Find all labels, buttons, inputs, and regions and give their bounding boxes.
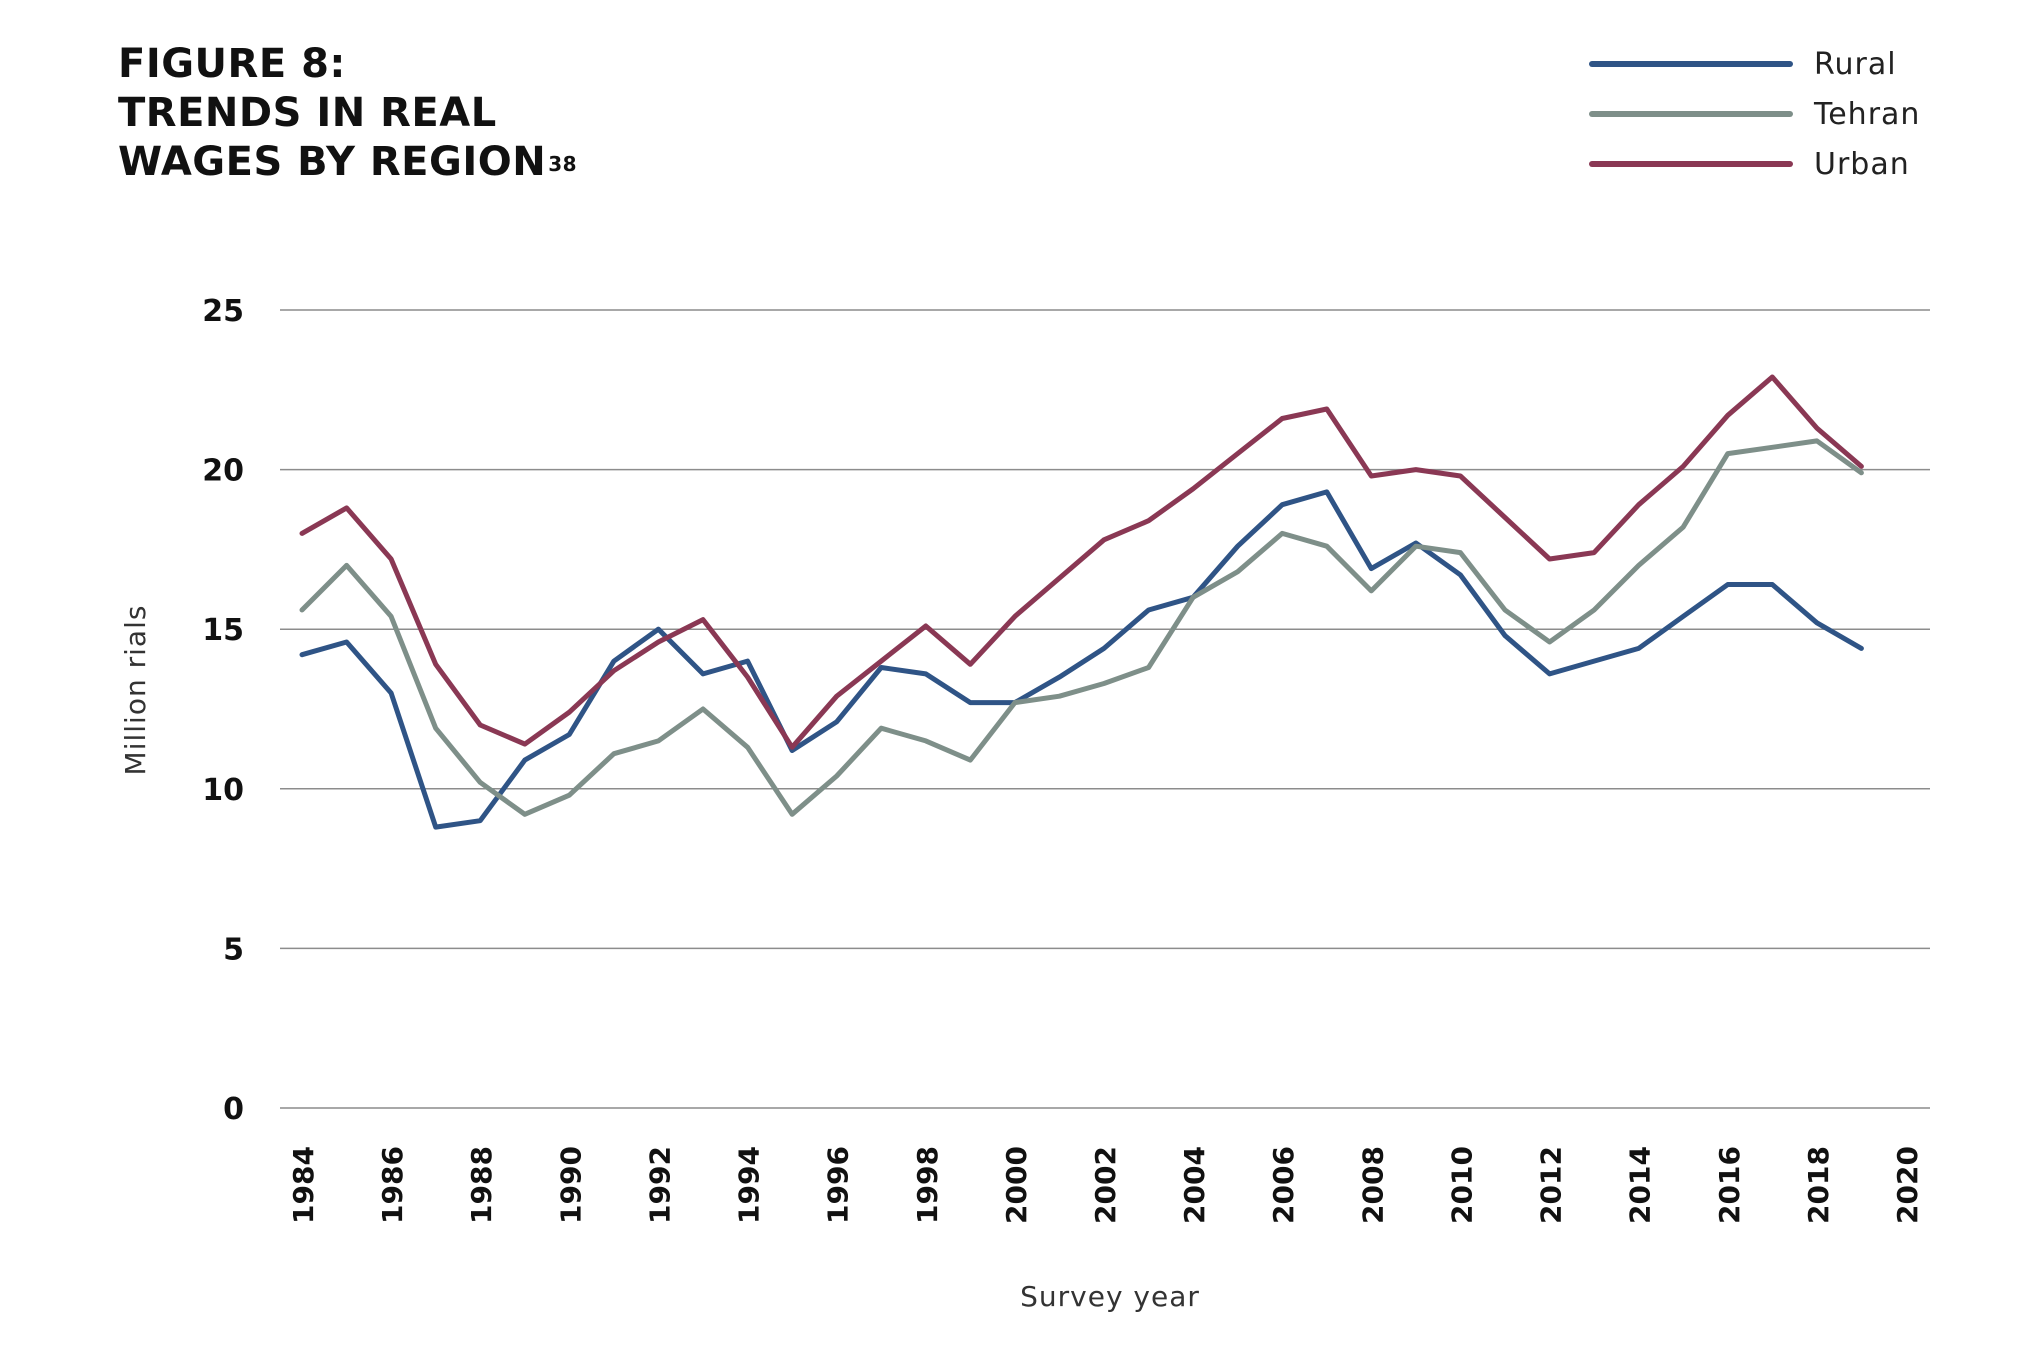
series-line-tehran (299, 438, 1864, 817)
figure-title-line-3: WAGES BY REGION 38 (118, 138, 577, 187)
y-tick-label-5: 5 (223, 932, 244, 967)
figure-title-line-3-text: WAGES BY REGION (118, 139, 547, 185)
x-tick-label-1994: 1994 (733, 1146, 766, 1224)
x-tick-label-1984: 1984 (287, 1146, 320, 1224)
legend-label-rural: Rural (1814, 47, 1897, 82)
series-line-urban (299, 374, 1864, 750)
legend-label-urban: Urban (1814, 147, 1910, 182)
legend: Rural Tehran Urban (1589, 47, 1920, 182)
x-tick-label-2002: 2002 (1089, 1146, 1122, 1224)
x-tick-label-2018: 2018 (1802, 1146, 1835, 1224)
x-axis-tick-labels: 1984 1986 1988 1990 1992 1994 1996 1998 2000 2002… (287, 1146, 1924, 1224)
x-tick-label-1996: 1996 (822, 1146, 855, 1224)
y-axis-label: Million rials (119, 605, 152, 776)
figure-title: FIGURE 8: TRENDS IN REAL WAGES BY REGION… (118, 40, 577, 187)
x-tick-label-2006: 2006 (1267, 1146, 1300, 1224)
x-tick-label-2012: 2012 (1535, 1146, 1568, 1224)
x-tick-label-2016: 2016 (1713, 1146, 1746, 1224)
x-tick-label-2010: 2010 (1445, 1146, 1478, 1224)
x-tick-label-2020: 2020 (1891, 1146, 1924, 1224)
x-tick-label-1998: 1998 (911, 1146, 944, 1224)
figure-title-line-1: FIGURE 8: (118, 41, 346, 87)
gridlines (280, 309, 1930, 1109)
y-tick-label-15: 15 (202, 613, 244, 648)
y-tick-label-10: 10 (202, 773, 244, 808)
x-axis-label: Survey year (1020, 1280, 1200, 1313)
figure-title-line-2: TRENDS IN REAL (118, 90, 497, 136)
x-tick-label-2014: 2014 (1624, 1146, 1657, 1224)
x-tick-label-1992: 1992 (643, 1146, 676, 1224)
footnote-marker: 38 (548, 152, 578, 176)
y-tick-label-25: 25 (202, 294, 244, 329)
series-line-rural (299, 489, 1864, 830)
x-tick-label-1986: 1986 (376, 1146, 409, 1224)
series-lines (299, 374, 1864, 830)
y-axis-tick-labels: 0 5 10 15 20 25 (202, 294, 244, 1127)
y-tick-label-20: 20 (202, 454, 244, 489)
x-tick-label-1988: 1988 (465, 1146, 498, 1224)
x-tick-label-1990: 1990 (554, 1146, 587, 1224)
x-tick-label-2008: 2008 (1356, 1146, 1389, 1224)
x-tick-label-2000: 2000 (1000, 1146, 1033, 1224)
legend-label-tehran: Tehran (1813, 97, 1920, 132)
y-tick-label-0: 0 (223, 1092, 244, 1127)
x-tick-label-2004: 2004 (1178, 1146, 1211, 1224)
